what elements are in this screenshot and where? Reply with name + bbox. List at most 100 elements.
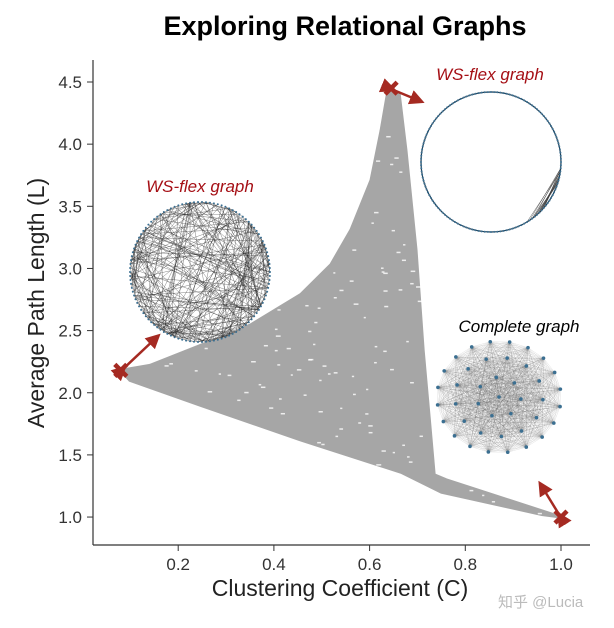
graph-edge bbox=[469, 415, 493, 447]
graph-node bbox=[238, 213, 241, 216]
graph-edge bbox=[443, 358, 544, 422]
graph-edge bbox=[444, 370, 561, 390]
graph-edge bbox=[443, 377, 497, 422]
graph-edge bbox=[478, 341, 510, 404]
graph-edge bbox=[457, 380, 540, 386]
graph-edge bbox=[464, 358, 508, 422]
graph-edge bbox=[469, 446, 527, 448]
graph-edge bbox=[457, 384, 561, 390]
graph-edge bbox=[455, 356, 515, 383]
graph-edge bbox=[444, 370, 511, 414]
graph-edge bbox=[486, 358, 544, 360]
graph-edge bbox=[507, 358, 512, 414]
graph-edge bbox=[510, 398, 521, 414]
graph-node bbox=[153, 323, 156, 326]
graph-edge bbox=[514, 382, 522, 400]
graph-edge bbox=[491, 377, 497, 416]
graph-edge bbox=[443, 421, 543, 438]
graph-edge bbox=[554, 372, 561, 407]
graph-edge bbox=[444, 370, 522, 432]
point-gap bbox=[365, 413, 369, 415]
graph-edge bbox=[469, 422, 554, 447]
graph-edge bbox=[145, 316, 233, 335]
graph-node bbox=[241, 215, 244, 218]
graph-edge bbox=[454, 435, 502, 437]
graph-edge bbox=[496, 365, 527, 378]
graph-edge bbox=[143, 208, 172, 314]
graph-edge bbox=[521, 380, 540, 432]
graph-edge bbox=[137, 240, 271, 273]
graph-label: WS-flex graph bbox=[436, 65, 544, 84]
graph-edge bbox=[480, 372, 555, 387]
graph-edge bbox=[457, 384, 511, 414]
graph-edge bbox=[510, 406, 561, 414]
graph-edge bbox=[454, 435, 508, 453]
graph-edge bbox=[507, 372, 555, 453]
graph-edge bbox=[507, 347, 529, 453]
graph-edge bbox=[486, 359, 543, 438]
graph-node bbox=[425, 133, 428, 136]
graph-edge bbox=[526, 417, 537, 448]
graph-edge bbox=[454, 417, 537, 436]
graph-edge bbox=[521, 430, 527, 448]
graph-edge bbox=[491, 415, 543, 438]
graph-edge bbox=[221, 271, 271, 339]
graph-node bbox=[520, 224, 523, 227]
graph-edge bbox=[469, 446, 508, 453]
graph-node bbox=[147, 223, 150, 226]
graph-edge bbox=[526, 406, 561, 448]
graph-edge bbox=[509, 341, 554, 424]
graph-edge bbox=[437, 404, 455, 436]
graph-edge bbox=[478, 403, 561, 407]
graph-edge bbox=[135, 299, 211, 342]
graph-edge bbox=[491, 396, 500, 416]
graph-edge bbox=[135, 263, 270, 300]
graph-edge bbox=[509, 341, 561, 390]
graph-edge bbox=[437, 387, 561, 390]
graph-edge bbox=[490, 341, 537, 418]
graph-edge bbox=[510, 347, 529, 414]
graph-edge bbox=[520, 347, 529, 400]
graph-edge bbox=[480, 341, 491, 434]
y-tick-label: 3.0 bbox=[58, 259, 82, 278]
graph-edge bbox=[542, 406, 561, 438]
graph-edge bbox=[437, 404, 492, 416]
graph-node bbox=[480, 230, 483, 233]
graph-edge bbox=[501, 365, 527, 437]
graph-edge bbox=[469, 389, 561, 447]
graph-node bbox=[499, 91, 502, 94]
graph-edge bbox=[443, 415, 492, 422]
graph-edge bbox=[480, 386, 521, 400]
graph-edge bbox=[496, 377, 515, 383]
graph-edge bbox=[542, 423, 554, 438]
graph-edge bbox=[464, 380, 540, 422]
graph-edge bbox=[455, 403, 511, 414]
graph-node bbox=[263, 298, 266, 301]
graph-edge bbox=[491, 372, 555, 416]
graph-node bbox=[144, 315, 147, 318]
graph-node bbox=[235, 330, 238, 333]
graph-node bbox=[488, 339, 493, 344]
graph-node bbox=[465, 226, 468, 229]
graph-edge bbox=[182, 204, 262, 307]
graph-edge bbox=[496, 372, 555, 378]
graph-edge bbox=[443, 421, 471, 447]
graph-node bbox=[269, 271, 271, 273]
graph-edge bbox=[471, 346, 508, 359]
graph-node bbox=[177, 204, 180, 207]
y-axis-label: Average Path Length (L) bbox=[23, 178, 49, 428]
point-gap bbox=[207, 391, 213, 393]
graph-edge bbox=[467, 368, 500, 398]
graph-edge bbox=[437, 387, 537, 418]
graph-edge bbox=[486, 347, 529, 360]
graph-edge bbox=[455, 403, 561, 407]
point-gap bbox=[352, 249, 357, 251]
graph-edge bbox=[140, 234, 175, 338]
graph-edge bbox=[437, 365, 527, 388]
graph-node bbox=[130, 255, 133, 258]
graph-edge bbox=[486, 359, 508, 453]
point-gap bbox=[402, 444, 405, 447]
graph-edge bbox=[488, 413, 511, 453]
graph-edge bbox=[471, 346, 493, 416]
graph-edge bbox=[542, 399, 544, 438]
